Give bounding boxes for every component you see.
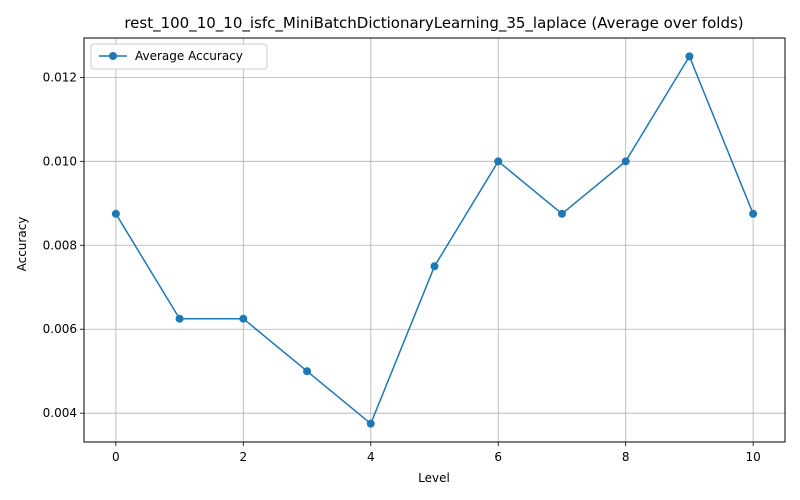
y-tick-label: 0.006: [43, 322, 77, 336]
data-point: [111, 209, 120, 218]
x-tick-label: 2: [239, 450, 247, 464]
y-tick-label: 0.004: [43, 406, 77, 420]
x-tick-label: 10: [745, 450, 760, 464]
data-point: [430, 262, 439, 271]
x-tick-label: 0: [112, 450, 120, 464]
data-point: [685, 52, 694, 61]
legend-box: [90, 43, 268, 70]
data-point: [494, 157, 503, 166]
y-tick-label: 0.010: [43, 154, 77, 168]
x-tick-label: 6: [494, 450, 502, 464]
x-tick-label: 8: [622, 450, 630, 464]
y-axis-label: Accuracy: [15, 217, 29, 272]
series-layer: [111, 52, 758, 428]
legend: Average Accuracy: [90, 43, 268, 70]
axis-ticks: 0 2 4 6 8 10 0.004 0.006 0.008 0.010 0.012: [43, 70, 761, 464]
data-point: [303, 367, 312, 376]
data-point: [175, 314, 184, 323]
data-point: [239, 314, 248, 323]
grid-lines: [84, 38, 785, 442]
data-point: [621, 157, 630, 166]
chart-title: rest_100_10_10_isfc_MiniBatchDictionaryL…: [124, 14, 743, 33]
plot-area-frame: [83, 37, 786, 443]
legend-entry-average-accuracy: Average Accuracy: [135, 49, 243, 63]
data-point: [749, 209, 758, 218]
legend-marker-swatch: [109, 52, 117, 60]
y-tick-label: 0.012: [43, 70, 77, 84]
data-point: [557, 209, 566, 218]
data-point: [366, 419, 375, 428]
x-tick-label: 4: [367, 450, 375, 464]
x-axis-label: Level: [418, 471, 450, 485]
y-tick-label: 0.008: [43, 238, 77, 252]
